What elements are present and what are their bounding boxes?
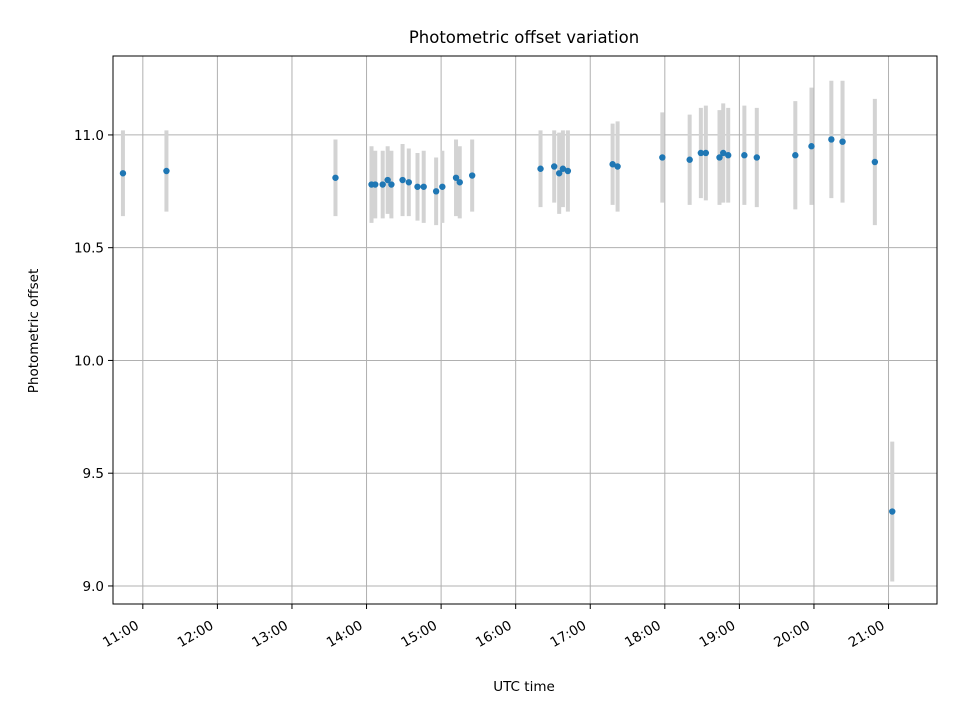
data-point	[414, 183, 421, 190]
data-point	[559, 165, 567, 172]
x-tick-label: 21:00	[846, 618, 888, 651]
x-axis-ticks: 11:00 12:00 13:00 14:00 15:00 16:00 17:00 18:00…	[100, 604, 890, 651]
data-point	[163, 167, 170, 175]
x-axis-label: UTC time	[493, 679, 555, 695]
x-gridlines	[142, 56, 890, 604]
data-point	[828, 136, 835, 143]
data-point	[792, 152, 799, 159]
data-point	[379, 181, 386, 188]
data-point	[564, 167, 572, 175]
x-tick-label: 18:00	[622, 618, 664, 651]
y-tick-label: 9.5	[83, 466, 104, 482]
data-point	[753, 154, 760, 161]
data-point	[119, 170, 127, 177]
x-tick-label: 17:00	[548, 618, 590, 651]
data-point	[555, 170, 563, 177]
x-tick-label: 12:00	[175, 618, 217, 651]
data-point	[439, 183, 446, 190]
data-point	[659, 154, 666, 161]
data-point	[871, 158, 879, 166]
data-point	[614, 163, 621, 170]
data-point	[697, 149, 705, 157]
data-point	[889, 508, 896, 515]
data-point	[551, 163, 558, 170]
x-tick-label: 16:00	[473, 618, 515, 651]
y-tick-label: 9.0	[83, 579, 104, 595]
data-points	[119, 136, 896, 515]
x-tick-label: 13:00	[249, 618, 291, 651]
data-point	[420, 183, 427, 190]
data-point	[725, 152, 732, 159]
data-point	[388, 181, 395, 188]
y-axis-ticks: 9.0 9.5 10.0 10.5 11.0	[74, 128, 113, 595]
x-tick-label: 14:00	[324, 618, 366, 651]
data-point	[468, 172, 476, 179]
data-point	[372, 181, 379, 188]
chart-title: Photometric offset variation	[409, 28, 639, 47]
data-point	[399, 176, 406, 184]
data-point	[686, 156, 693, 163]
x-tick-label: 19:00	[697, 618, 739, 651]
y-tick-label: 10.5	[74, 241, 104, 257]
error-bars	[120, 80, 895, 582]
y-axis-label: Photometric offset	[26, 269, 42, 393]
data-point	[405, 179, 412, 186]
plot-frame	[112, 55, 938, 605]
y-tick-label: 11.0	[74, 128, 104, 144]
y-gridlines	[113, 134, 937, 587]
data-point	[456, 179, 463, 186]
data-point	[432, 188, 440, 195]
data-point	[839, 138, 846, 145]
data-point	[702, 149, 710, 157]
x-tick-label: 20:00	[771, 618, 813, 651]
data-point	[384, 176, 391, 184]
data-point	[609, 161, 616, 168]
data-point	[332, 174, 339, 181]
data-point	[741, 152, 748, 159]
data-point	[808, 143, 815, 150]
x-tick-label: 11:00	[100, 618, 142, 651]
data-point	[716, 154, 723, 161]
data-point	[452, 174, 460, 181]
x-tick-label: 15:00	[398, 618, 440, 651]
y-tick-label: 10.0	[74, 353, 104, 369]
data-point	[537, 165, 544, 172]
data-point	[720, 149, 727, 157]
